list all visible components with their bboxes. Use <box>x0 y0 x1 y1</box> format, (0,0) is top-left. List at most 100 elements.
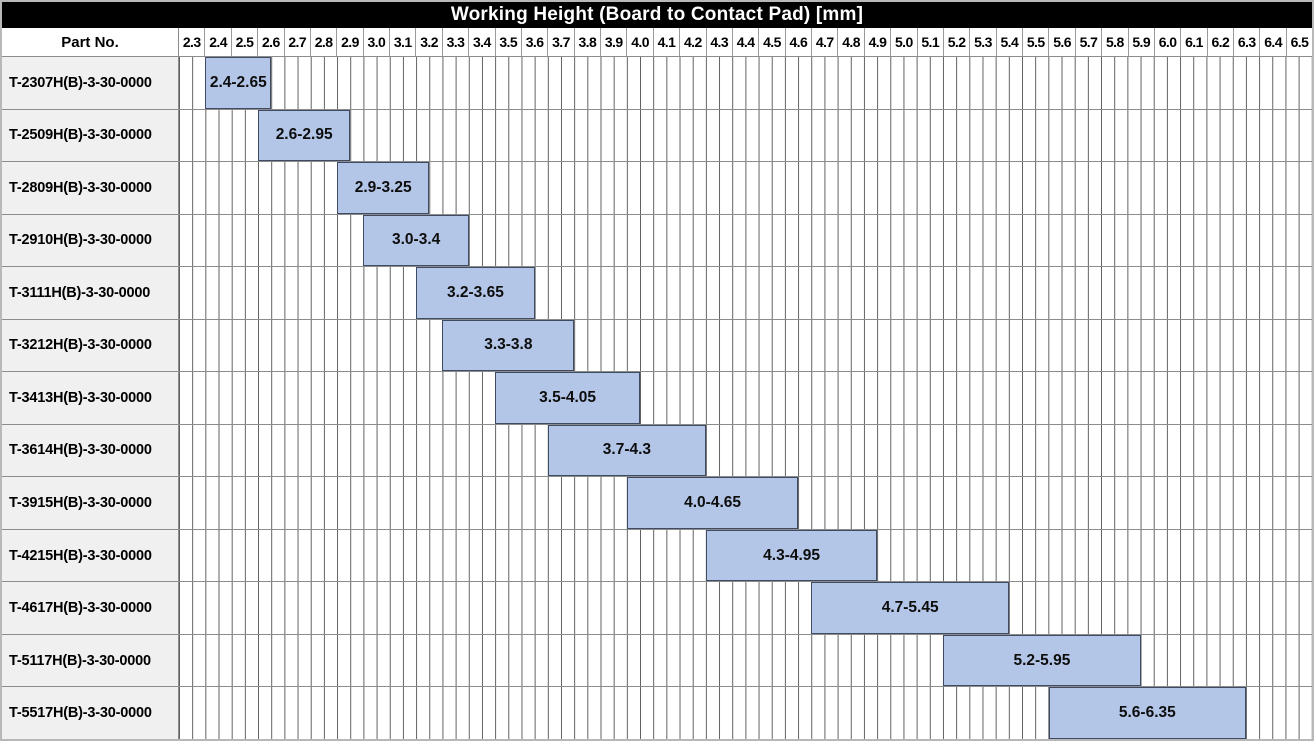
row-chart-area: 3.5-4.05 <box>179 372 1312 424</box>
axis-tick-row: 2.3 2.4 2.5 2.6 2.7 2.8 2.9 3.0 3.1 3.2 3.3 3.4 3.5 3… <box>179 28 1312 56</box>
axis-tick-label: 6.5 <box>1285 28 1312 56</box>
axis-tick-label: 5.0 <box>890 28 916 56</box>
part-number-cell: T-4617H(B)-3-30-0000 <box>2 582 179 634</box>
table-body: T-2307H(B)-3-30-0000 2.4-2.65 T-2509H(B)-3… <box>2 57 1312 739</box>
axis-tick-label: 2.5 <box>230 28 257 56</box>
part-no-column-header: Part No. <box>2 28 179 56</box>
row-chart-area: 2.9-3.25 <box>179 162 1312 214</box>
row-chart-area: 3.7-4.3 <box>179 424 1312 477</box>
axis-tick-label: 5.6 <box>1048 28 1074 56</box>
part-number-cell: T-4215H(B)-3-30-0000 <box>2 529 179 582</box>
axis-tick-label: 4.5 <box>758 28 784 56</box>
range-bar: 4.7-5.45 <box>811 582 1009 634</box>
part-number-cell: T-2509H(B)-3-30-0000 <box>2 109 179 162</box>
range-bar: 3.2-3.65 <box>416 267 535 319</box>
axis-tick-label: 5.5 <box>1022 28 1048 56</box>
range-bar: 4.3-4.95 <box>705 529 878 582</box>
axis-tick-label: 4.6 <box>784 28 811 56</box>
row-chart-area: 4.7-5.45 <box>179 582 1312 634</box>
table-row: T-4617H(B)-3-30-0000 4.7-5.45 <box>2 582 1312 635</box>
part-number-cell: T-2809H(B)-3-30-0000 <box>2 162 179 214</box>
table-row: T-3413H(B)-3-30-0000 3.5-4.05 <box>2 372 1312 425</box>
axis-tick-label: 4.9 <box>863 28 890 56</box>
axis-tick-label: 5.2 <box>942 28 969 56</box>
table-row: T-3111H(B)-3-30-0000 3.2-3.65 <box>2 267 1312 320</box>
axis-tick-label: 2.6 <box>257 28 283 56</box>
table-row: T-3614H(B)-3-30-0000 3.7-4.3 <box>2 424 1312 478</box>
axis-tick-label: 3.7 <box>547 28 573 56</box>
axis-tick-label: 4.4 <box>731 28 758 56</box>
range-bar: 5.6-6.35 <box>1048 687 1247 739</box>
row-chart-area: 2.4-2.65 <box>179 57 1312 109</box>
axis-tick-label: 3.4 <box>468 28 494 56</box>
axis-tick-label: 6.2 <box>1206 28 1233 56</box>
row-chart-area: 5.2-5.95 <box>179 634 1312 687</box>
table-row: T-5517H(B)-3-30-0000 5.6-6.35 <box>2 687 1312 739</box>
axis-tick-label: 3.1 <box>389 28 415 56</box>
part-number-cell: T-3413H(B)-3-30-0000 <box>2 372 179 424</box>
table-row: T-2307H(B)-3-30-0000 2.4-2.65 <box>2 57 1312 110</box>
range-bar: 3.5-4.05 <box>495 372 641 424</box>
axis-tick-label: 2.4 <box>204 28 230 56</box>
range-bar: 4.0-4.65 <box>626 477 799 529</box>
range-bar: 3.3-3.8 <box>442 319 575 372</box>
axis-tick-label: 5.1 <box>916 28 943 56</box>
table-row: T-2509H(B)-3-30-0000 2.6-2.95 <box>2 109 1312 163</box>
axis-tick-label: 5.9 <box>1127 28 1154 56</box>
axis-tick-label: 3.3 <box>441 28 468 56</box>
axis-tick-label: 4.0 <box>626 28 652 56</box>
axis-tick-label: 4.7 <box>811 28 837 56</box>
chart-title: Working Height (Board to Contact Pad) [m… <box>2 2 1312 28</box>
axis-tick-label: 3.8 <box>573 28 600 56</box>
axis-tick-label: 6.1 <box>1180 28 1206 56</box>
table-row: T-5117H(B)-3-30-0000 5.2-5.95 <box>2 634 1312 688</box>
axis-tick-label: 4.2 <box>679 28 705 56</box>
axis-tick-label: 2.3 <box>182 34 201 50</box>
row-chart-area: 3.3-3.8 <box>179 319 1312 372</box>
axis-tick-label: 6.0 <box>1153 28 1180 56</box>
axis-tick-label: 3.9 <box>600 28 626 56</box>
row-chart-area: 2.6-2.95 <box>179 109 1312 162</box>
table-row: T-2809H(B)-3-30-0000 2.9-3.25 <box>2 162 1312 215</box>
axis-tick-label: 4.1 <box>652 28 679 56</box>
axis-tick-label: 2.8 <box>309 28 336 56</box>
range-bar: 5.2-5.95 <box>943 634 1141 687</box>
row-chart-area: 4.3-4.95 <box>179 529 1312 582</box>
range-bar: 2.6-2.95 <box>258 109 351 162</box>
part-number-cell: T-3111H(B)-3-30-0000 <box>2 267 179 319</box>
table-row: T-3212H(B)-3-30-0000 3.3-3.8 <box>2 319 1312 373</box>
axis-tick-label: 4.3 <box>705 28 732 56</box>
axis-tick-label: 3.5 <box>494 28 521 56</box>
axis-tick-label: 3.6 <box>520 28 547 56</box>
row-chart-area: 3.0-3.4 <box>179 214 1312 267</box>
part-number-cell: T-2910H(B)-3-30-0000 <box>2 214 179 267</box>
part-number-cell: T-3212H(B)-3-30-0000 <box>2 319 179 372</box>
axis-tick-label: 2.7 <box>283 28 310 56</box>
axis-tick-label: 3.0 <box>362 28 389 56</box>
axis-tick-label: 6.3 <box>1233 28 1259 56</box>
part-number-cell: T-2307H(B)-3-30-0000 <box>2 57 179 109</box>
row-chart-area: 4.0-4.65 <box>179 477 1312 529</box>
axis-tick-label: 5.4 <box>995 28 1022 56</box>
table-row: T-3915H(B)-3-30-0000 4.0-4.65 <box>2 477 1312 530</box>
part-number-cell: T-3614H(B)-3-30-0000 <box>2 424 179 477</box>
range-bar: 2.4-2.65 <box>205 57 272 109</box>
axis-tick-label: 5.8 <box>1101 28 1127 56</box>
table-row: T-4215H(B)-3-30-0000 4.3-4.95 <box>2 529 1312 583</box>
part-number-cell: T-3915H(B)-3-30-0000 <box>2 477 179 529</box>
axis-tick-label: 5.7 <box>1074 28 1101 56</box>
row-chart-area: 3.2-3.65 <box>179 267 1312 319</box>
range-bar: 2.9-3.25 <box>337 162 430 214</box>
range-bar: 3.0-3.4 <box>363 214 469 267</box>
row-chart-area: 5.6-6.35 <box>179 687 1312 739</box>
axis-tick-label: 6.4 <box>1259 28 1285 56</box>
axis-tick-label: 2.9 <box>336 28 362 56</box>
header-row: Part No. 2.3 2.4 2.5 2.6 2.7 2.8 2.9 3.0 3.1 3.2 3… <box>2 28 1312 57</box>
axis-tick-label: 3.2 <box>415 28 441 56</box>
part-number-cell: T-5117H(B)-3-30-0000 <box>2 634 179 687</box>
range-bar: 3.7-4.3 <box>547 424 706 477</box>
axis-tick-label: 4.8 <box>837 28 863 56</box>
part-number-cell: T-5517H(B)-3-30-0000 <box>2 687 179 739</box>
table-row: T-2910H(B)-3-30-0000 3.0-3.4 <box>2 214 1312 268</box>
